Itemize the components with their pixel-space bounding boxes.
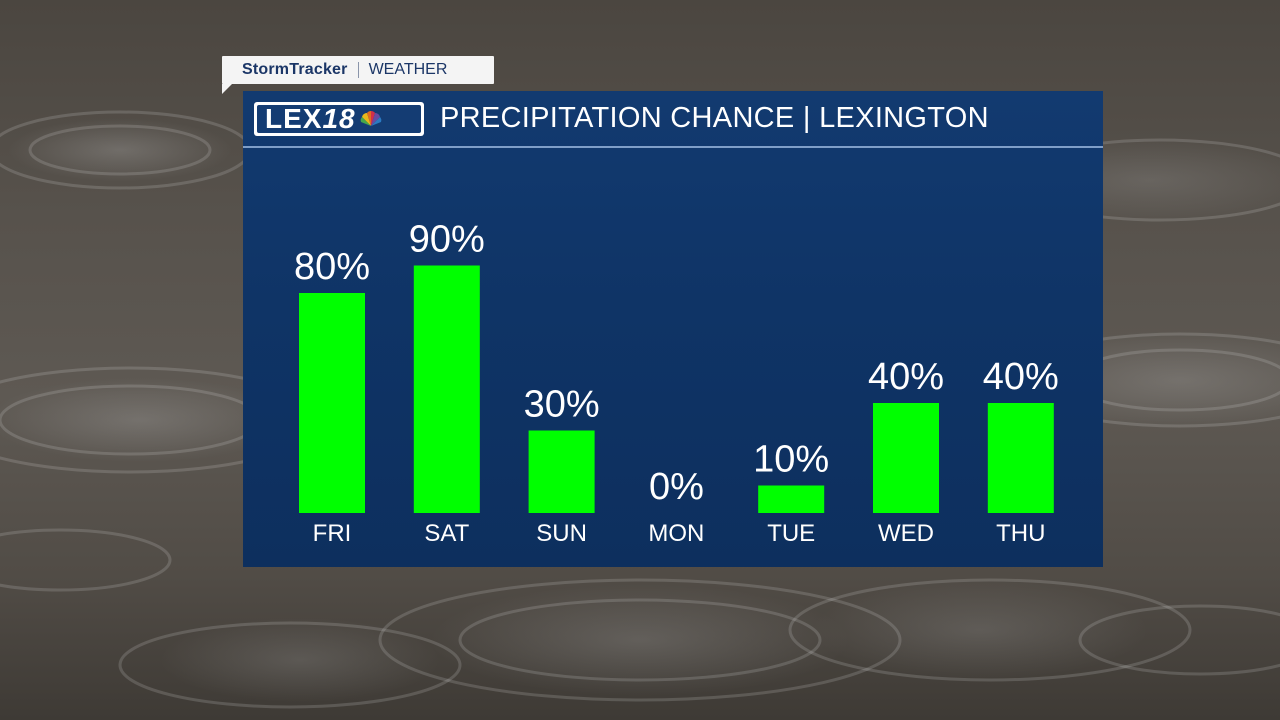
value-label-sun: 30% xyxy=(524,384,600,426)
forecast-panel: LEX 18 PRECIPITATION CHANCE | LEXINGTON … xyxy=(243,91,1103,567)
value-label-mon: 0% xyxy=(649,466,704,508)
category-label-mon: MON xyxy=(648,520,704,547)
category-label-fri: FRI xyxy=(313,520,352,547)
brand-divider xyxy=(357,62,359,78)
value-label-wed: 40% xyxy=(868,356,944,398)
category-label-sun: SUN xyxy=(536,520,587,547)
bar-tue xyxy=(758,485,825,513)
value-label-fri: 80% xyxy=(294,246,370,288)
panel-title: PRECIPITATION CHANCE | LEXINGTON xyxy=(440,102,989,134)
lex18-logo: LEX 18 xyxy=(254,101,424,136)
value-label-thu: 40% xyxy=(983,356,1059,398)
brand-section: WEATHER xyxy=(368,61,448,78)
nbc-peacock-icon xyxy=(360,110,381,126)
logo-plate: LEX 18 xyxy=(257,102,421,134)
category-label-wed: WED xyxy=(878,520,934,547)
brand-name: StormTracker xyxy=(242,61,348,78)
bar-wed xyxy=(873,403,939,513)
stormtracker-weather-tag: StormTracker WEATHER xyxy=(222,56,494,94)
logo-number: 18 xyxy=(322,102,356,134)
logo-letters: LEX xyxy=(265,102,323,134)
value-label-sat: 90% xyxy=(409,219,485,261)
value-label-tue: 10% xyxy=(753,439,829,481)
category-label-sat: SAT xyxy=(424,520,469,547)
bar-thu xyxy=(987,403,1054,513)
panel-header: LEX 18 PRECIPITATION CHANCE | LEXINGTON xyxy=(243,91,1103,148)
bar-sat xyxy=(413,265,480,513)
bar-fri xyxy=(299,293,365,513)
category-label-thu: THU xyxy=(996,520,1045,547)
category-label-tue: TUE xyxy=(767,520,815,547)
bar-sun xyxy=(528,430,595,513)
precipitation-bar-chart: 80% FRI 90% SAT 30% SUN 0% MON 10% TUE 40% WED 40% TH… xyxy=(294,219,1059,548)
